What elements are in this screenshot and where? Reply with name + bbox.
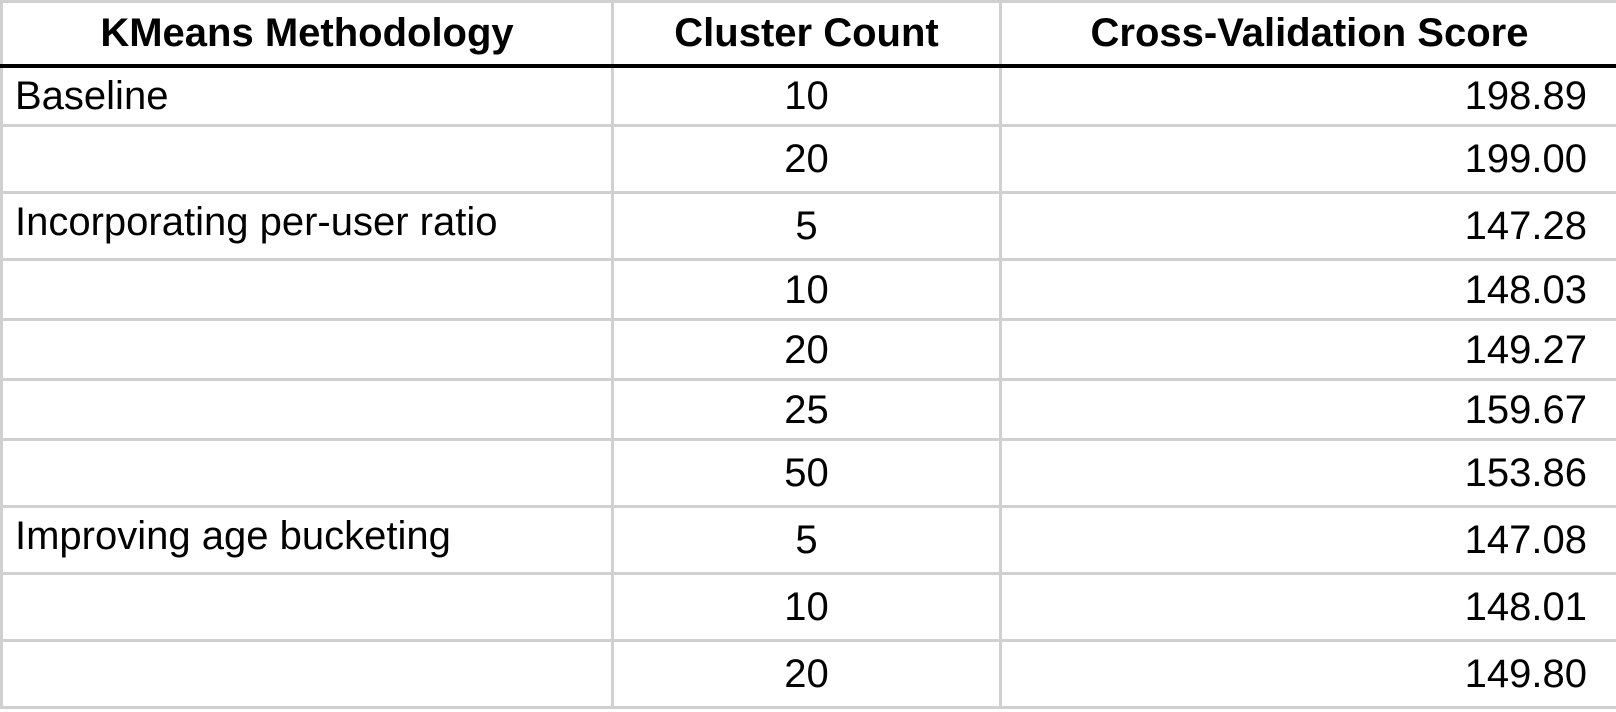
cluster-count-cell: 5 [611, 191, 1002, 261]
header-cluster-count: Cluster Count [611, 0, 1002, 68]
methodology-cell: Baseline [0, 64, 614, 127]
methodology-cell [0, 318, 614, 381]
methodology-cell [0, 438, 614, 508]
cluster-count-cell: 50 [611, 438, 1002, 508]
cluster-count-cell: 10 [611, 258, 1002, 321]
cv-score-cell: 153.86 [999, 438, 1616, 508]
cluster-count-cell: 25 [611, 378, 1002, 441]
methodology-cell [0, 258, 614, 321]
table-row: 20 149.27 [0, 318, 1616, 381]
table-row: Incorporating per-user ratio 5 147.28 [0, 191, 1616, 261]
cv-score-cell: 147.08 [999, 505, 1616, 575]
cv-score-cell: 149.27 [999, 318, 1616, 381]
cluster-count-cell: 20 [611, 124, 1002, 194]
table-row: 20 149.80 [0, 639, 1616, 709]
cv-score-cell: 198.89 [999, 64, 1616, 127]
cv-score-cell: 148.01 [999, 572, 1616, 642]
header-cv-score: Cross-Validation Score [999, 0, 1616, 68]
cluster-count-cell: 5 [611, 505, 1002, 575]
cluster-count-cell: 10 [611, 64, 1002, 127]
cv-score-cell: 149.80 [999, 639, 1616, 709]
cv-score-cell: 148.03 [999, 258, 1616, 321]
table-row: 10 148.01 [0, 572, 1616, 642]
table-row: 50 153.86 [0, 438, 1616, 508]
methodology-cell [0, 639, 614, 709]
table-body: Baseline 10 198.89 20 199.00 Incorporati… [0, 64, 1616, 709]
cluster-count-cell: 10 [611, 572, 1002, 642]
cv-score-cell: 199.00 [999, 124, 1616, 194]
table-row: 25 159.67 [0, 378, 1616, 441]
methodology-cell: Improving age bucketing [0, 505, 614, 575]
methodology-cell [0, 572, 614, 642]
header-methodology: KMeans Methodology [0, 0, 614, 68]
table-row: Baseline 10 198.89 [0, 64, 1616, 127]
methodology-cell [0, 378, 614, 441]
cluster-count-cell: 20 [611, 639, 1002, 709]
table-row: Improving age bucketing 5 147.08 [0, 505, 1616, 575]
methodology-cell: Incorporating per-user ratio [0, 191, 614, 261]
table-row: 20 199.00 [0, 124, 1616, 194]
methodology-cell [0, 124, 614, 194]
table-row: 10 148.03 [0, 258, 1616, 321]
cv-score-cell: 147.28 [999, 191, 1616, 261]
header-row: KMeans Methodology Cluster Count Cross-V… [0, 0, 1616, 68]
cluster-count-cell: 20 [611, 318, 1002, 381]
cv-score-cell: 159.67 [999, 378, 1616, 441]
table-header: KMeans Methodology Cluster Count Cross-V… [0, 0, 1616, 68]
